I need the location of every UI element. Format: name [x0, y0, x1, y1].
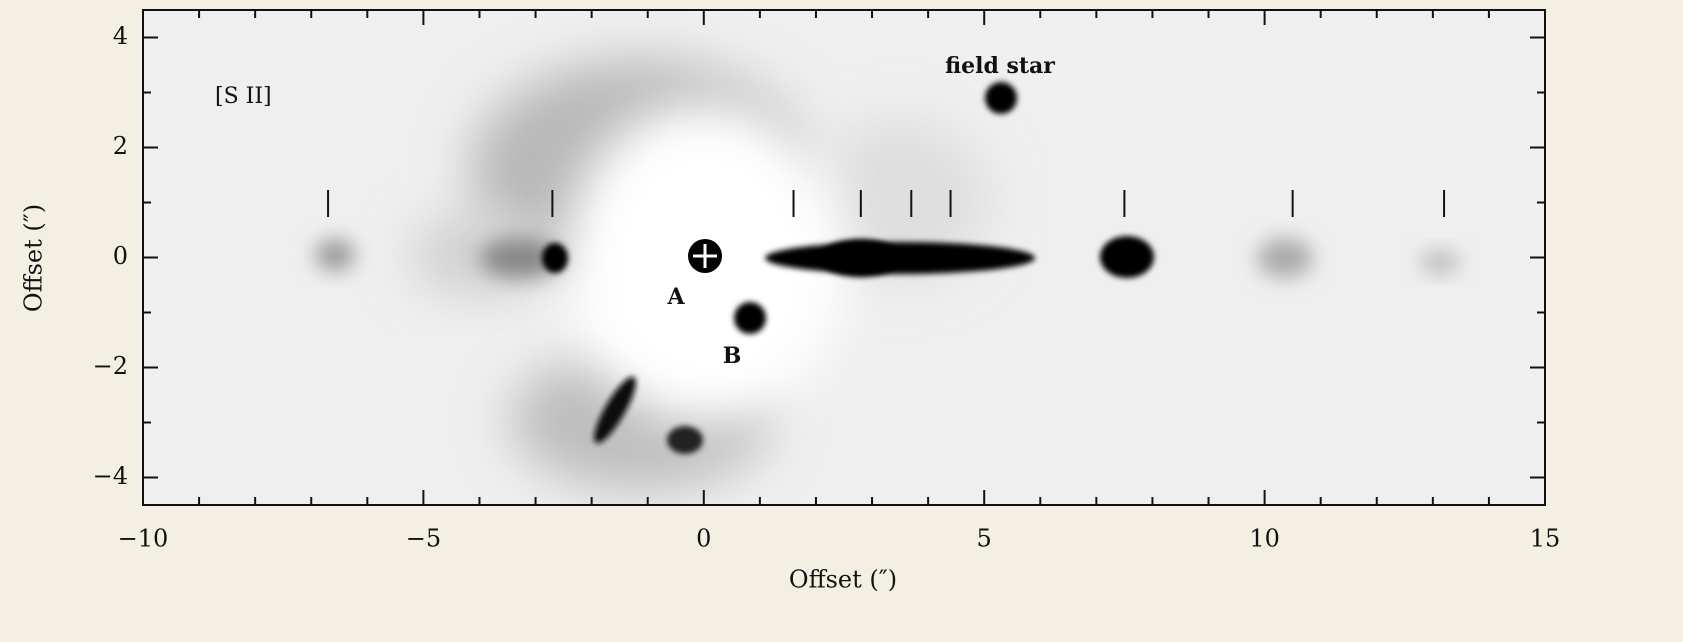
annotation: A: [666, 284, 685, 310]
y-tick-label: 2: [113, 132, 128, 160]
x-tick-label: −10: [118, 525, 169, 553]
x-tick-label: −5: [406, 525, 441, 553]
y-tick-label: 4: [113, 22, 128, 50]
annotation: B: [723, 343, 742, 369]
chart: [S II] field star A B Offset (″) Offset …: [0, 0, 1683, 642]
x-tick-label: 10: [1249, 525, 1280, 553]
annotation: [S II]: [215, 84, 272, 109]
x-tick-label: 15: [1530, 525, 1561, 553]
x-tick-label: 0: [696, 525, 711, 553]
image: [143, 10, 1545, 505]
y-tick-label: 0: [113, 242, 128, 270]
y-axis-label: Offset (″): [20, 204, 48, 312]
y-tick-label: −2: [93, 352, 128, 380]
x-tick-label: 5: [977, 525, 992, 553]
annotation: field star: [945, 53, 1055, 79]
x-axis-label: Offset (″): [789, 566, 897, 594]
y-tick-label: −4: [93, 462, 128, 490]
